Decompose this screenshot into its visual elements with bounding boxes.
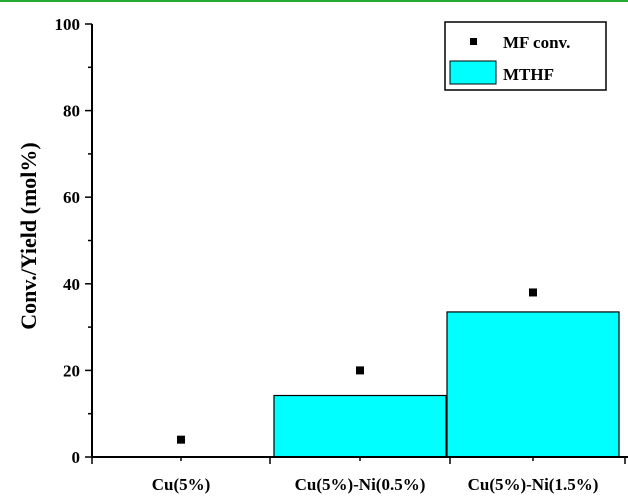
y-tick-label: 40 bbox=[63, 275, 80, 294]
y-tick-label: 80 bbox=[63, 102, 80, 121]
y-tick-label: 60 bbox=[63, 188, 80, 207]
legend-bar-swatch bbox=[449, 60, 497, 85]
y-tick-label: 20 bbox=[63, 361, 80, 380]
y-tick-label: 100 bbox=[55, 15, 81, 34]
y-axis-label: Conv./Yield (mol%) bbox=[16, 142, 41, 329]
legend-marker-swatch bbox=[470, 38, 477, 45]
legend-label: MTHF bbox=[503, 65, 554, 84]
x-tick-label: Cu(5%)-Ni(0.5%) bbox=[295, 475, 426, 494]
bar bbox=[446, 311, 620, 458]
x-tick-label: Cu(5%) bbox=[152, 475, 211, 494]
bar bbox=[273, 394, 447, 458]
top-accent-line bbox=[0, 0, 628, 2]
y-tick-label: 0 bbox=[72, 448, 81, 467]
scatter-point bbox=[177, 435, 185, 444]
legend-label: MF conv. bbox=[503, 33, 570, 52]
x-tick-label: Cu(5%)-Ni(1.5%) bbox=[468, 475, 599, 494]
scatter-point bbox=[356, 366, 364, 375]
scatter-point bbox=[529, 288, 537, 297]
legend: MF conv. MTHF bbox=[444, 21, 607, 91]
